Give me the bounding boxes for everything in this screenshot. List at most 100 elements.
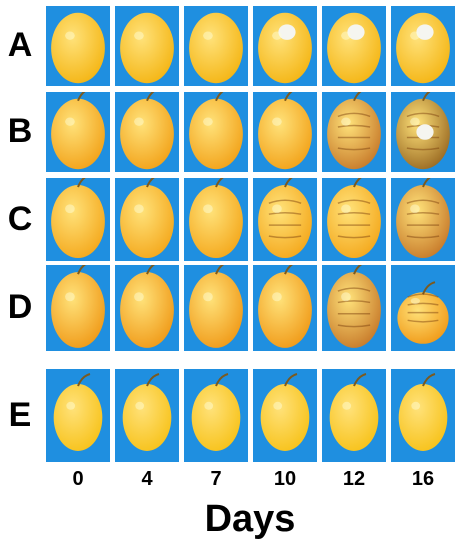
wrinkle xyxy=(337,112,371,118)
day-label-4: 4 xyxy=(141,468,153,490)
mold-spot xyxy=(416,124,434,140)
highlight xyxy=(65,204,75,214)
fruit-photo-c-day-0 xyxy=(46,178,110,261)
fruit-stem xyxy=(146,265,156,275)
fruit-stem xyxy=(215,178,224,188)
highlight xyxy=(272,204,282,214)
highlight xyxy=(203,31,213,40)
fruit-photo-c-day-4 xyxy=(115,178,179,261)
fruit-photo-c-day-12 xyxy=(322,178,386,261)
wrinkle xyxy=(406,199,440,204)
wrinkle xyxy=(337,300,371,304)
fruit-body xyxy=(51,98,105,170)
fruit-photo-a-day-7 xyxy=(184,6,248,86)
fruit-body xyxy=(189,272,243,348)
fruit-body xyxy=(329,384,379,451)
mold-spot xyxy=(278,24,296,40)
fruit-body xyxy=(327,272,381,348)
fruit-photo-b-day-10 xyxy=(253,92,317,172)
row-label-e: E xyxy=(8,395,32,434)
fruit-photo-d-day-4 xyxy=(115,265,179,351)
wrinkle xyxy=(406,147,440,151)
fruit-photo-e-day-12 xyxy=(322,369,386,462)
wrinkle xyxy=(407,319,439,323)
highlight xyxy=(135,401,145,410)
wrinkle xyxy=(337,199,371,204)
fruit-stem xyxy=(215,92,224,102)
highlight xyxy=(411,401,421,410)
highlight xyxy=(341,204,351,214)
fruit-stem xyxy=(77,373,91,387)
fruit-stem xyxy=(422,281,436,295)
fruit-photo-e-day-16 xyxy=(391,369,455,462)
wrinkle xyxy=(337,324,371,328)
highlight xyxy=(203,204,213,214)
day-label-0: 0 xyxy=(72,468,84,490)
fruit-body xyxy=(327,184,381,259)
fruit-body xyxy=(258,272,312,348)
fruit-stem xyxy=(77,178,86,188)
fruit-stem xyxy=(215,265,225,275)
highlight xyxy=(272,292,282,302)
mold-spot xyxy=(347,24,365,40)
highlight xyxy=(272,31,282,40)
day-label-10: 10 xyxy=(273,468,297,490)
fruit-body xyxy=(258,98,312,170)
highlight xyxy=(134,204,144,214)
wrinkle xyxy=(337,211,371,215)
fruit-body xyxy=(122,384,172,451)
fruit-photo-c-day-16 xyxy=(391,178,455,261)
highlight xyxy=(134,31,144,40)
fruit-photo-a-day-12 xyxy=(322,6,386,86)
fruit-photo-c-day-7 xyxy=(184,178,248,261)
fruit-body xyxy=(51,272,105,348)
wrinkle xyxy=(268,235,302,239)
highlight xyxy=(341,31,351,40)
fruit-body xyxy=(53,384,103,451)
fruit-body xyxy=(191,384,241,451)
highlight xyxy=(203,292,213,302)
fruit-photo-b-day-7 xyxy=(184,92,248,172)
wrinkle xyxy=(268,199,302,204)
fruit-photo-b-day-0 xyxy=(46,92,110,172)
fruit-body xyxy=(189,184,243,259)
mold-spot xyxy=(416,24,434,40)
fruit-body xyxy=(120,184,174,259)
fruit-body xyxy=(327,12,381,84)
highlight xyxy=(410,297,420,305)
fruit-photo-a-day-0 xyxy=(46,6,110,86)
fruit-photo-e-day-4 xyxy=(115,369,179,462)
wrinkle xyxy=(268,211,302,215)
fruit-body xyxy=(189,98,243,170)
fruit-photo-b-day-4 xyxy=(115,92,179,172)
highlight xyxy=(134,292,144,302)
fruit-body xyxy=(327,98,381,170)
fruit-stem xyxy=(422,178,431,188)
fruit-photo-d-day-10 xyxy=(253,265,317,351)
fruit-photo-b-day-16 xyxy=(391,92,455,172)
highlight xyxy=(204,401,214,410)
fruit-body xyxy=(396,184,450,259)
fruit-stem xyxy=(77,265,87,275)
fruit-body xyxy=(398,384,448,451)
highlight xyxy=(341,117,351,126)
fruit-photo-a-day-10 xyxy=(253,6,317,86)
wrinkle xyxy=(406,235,440,239)
fruit-stem xyxy=(353,373,367,387)
fruit-stem xyxy=(422,373,436,387)
fruit-photo-a-day-4 xyxy=(115,6,179,86)
fruit-body xyxy=(396,12,450,84)
highlight xyxy=(410,204,420,214)
wrinkle xyxy=(407,302,439,306)
fruit-photo-d-day-12 xyxy=(322,265,386,351)
fruit-stem xyxy=(353,178,362,188)
wrinkle xyxy=(406,112,440,118)
fruit-stem xyxy=(146,178,155,188)
highlight xyxy=(273,401,283,410)
fruit-photo-d-day-7 xyxy=(184,265,248,351)
wrinkle xyxy=(337,287,371,292)
day-label-16: 16 xyxy=(411,468,435,490)
row-label-b: B xyxy=(7,112,33,150)
highlight xyxy=(410,117,420,126)
fruit-stem xyxy=(77,92,86,102)
